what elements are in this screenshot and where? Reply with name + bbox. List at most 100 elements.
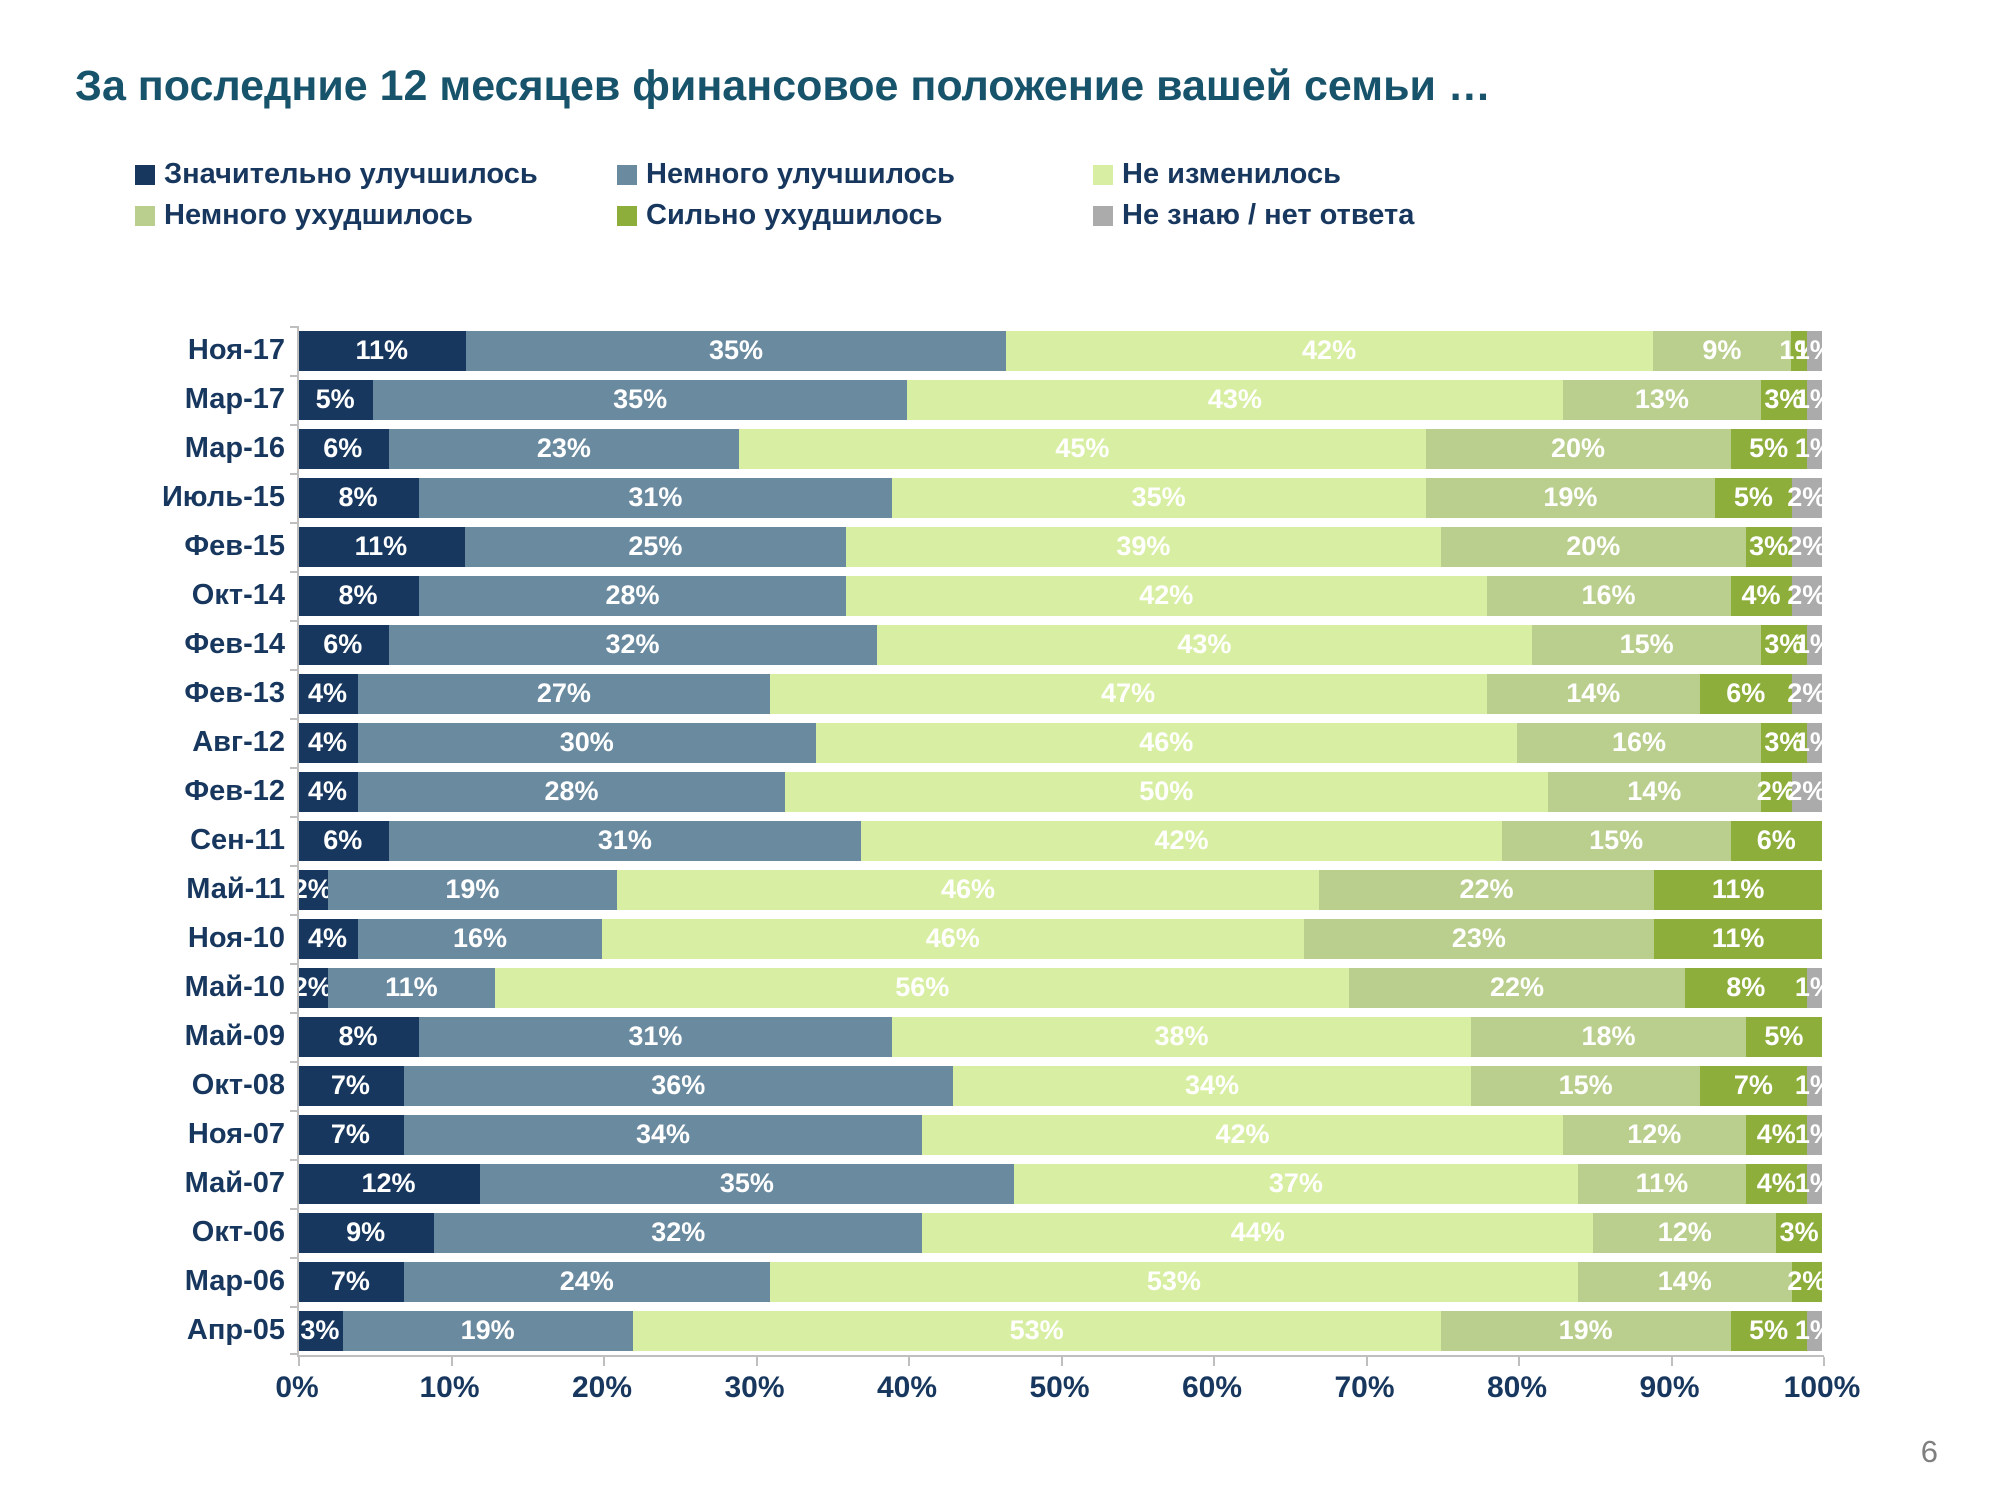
bar-row: Май-07 12% 35% 37% 11% 4%1% [135,1159,1822,1208]
bar-segment-value: 11% [1711,874,1765,904]
legend-label: Значительно улучшилось [164,158,538,190]
bar-segment: 53% [632,1310,1441,1351]
bar-segment: 1% [1795,967,1822,1008]
bar-track: 4% 30% 46% 16% 3%1% [297,718,1822,767]
bar-segment-value: 35% [708,335,764,365]
bar-segment-value: 2% [1756,776,1796,806]
bar-row: Фев-15 11% 25% 39% 20% 3%2% [135,522,1822,571]
bar-segment-value: 36% [651,1070,706,1100]
bar-segment: 7% [297,1261,404,1302]
bar-segment: 1% [1795,1310,1822,1351]
category-label: Фев-15 [184,530,285,562]
category-label: Сен-11 [190,824,285,856]
bar-segment: 8% [297,477,419,518]
bar-segment-value: 3% [1779,1217,1819,1247]
bar-segment: 15% [1501,820,1731,861]
bar-segment-value: 14% [1657,1266,1712,1296]
bar-segment: 12% [1593,1212,1777,1253]
bar-segment-value: 46% [940,874,996,904]
bar-segment-value: 53% [1146,1266,1201,1296]
bar-segment-value: 7% [330,1119,370,1149]
legend-item: Немного улучшилось [617,158,1093,191]
bar-segment: 7% [297,1114,404,1155]
bar-segment: 6% [1730,820,1822,861]
bar-segment: 14% [1486,673,1700,714]
bar-segment: 31% [419,1016,892,1057]
bar-segment: 12% [297,1163,480,1204]
stacked-bar: 3% 19% 53% 19% 5%1% [297,1310,1822,1351]
bar-segment: 5% [1730,1310,1807,1351]
bar-segment: 6% [297,624,389,665]
stacked-bar: 7% 34% 42% 12% 4%1% [297,1114,1822,1155]
bar-segment-value: 12% [1627,1119,1682,1149]
bar-segment: 19% [342,1310,633,1351]
bar-segment: 35% [373,379,907,420]
bar-segment: 7% [1700,1065,1807,1106]
stacked-bar: 2% 19% 46% 22% 11% [297,869,1822,910]
bar-segment-value: 5% [1749,433,1789,463]
bar-segment: 19% [1440,1310,1731,1351]
bar-segment: 4% [1730,575,1792,616]
x-axis-labels: 0% 10% 20% 30% 40% 50% 60% 70% 80% 90% 100% [275,1371,1860,1413]
bar-segment: 7% [297,1065,404,1106]
bar-segment: 11% [1578,1163,1746,1204]
bar-segment: 2% [1787,673,1822,714]
bar-segment: 8% [297,575,419,616]
page-number: 6 [1920,1434,1938,1469]
bar-segment: 2% [1787,1261,1822,1302]
stacked-bar: 5% 35% 43% 13% 3%1% [297,379,1822,420]
bar-segment-value: 1% [1794,1070,1822,1100]
bar-track: 4% 16% 46% 23% 11% [297,914,1822,963]
category-label: Мар-17 [184,383,285,415]
bar-track: 4% 27% 47% 14% 6% 2% [297,669,1822,718]
bar-segment: 16% [1486,575,1731,616]
bar-segment-value: 28% [544,776,599,806]
bar-segment: 4% [297,918,358,959]
bar-segment-value: 3% [1764,727,1804,757]
bar-segment: 53% [769,1261,1578,1302]
bar-segment-value: 1% [1794,1119,1822,1149]
bar-row: Ноя-10 4% 16% 46% 23% 11% [135,914,1822,963]
bar-row: Окт-14 8% 28% 42% 16% 4%2% [135,571,1822,620]
bar-segment-value: 12% [1657,1217,1712,1247]
bar-segment: 56% [495,967,1350,1008]
bar-segment: 14% [1578,1261,1792,1302]
x-tick-label: 60% [1181,1371,1243,1404]
bar-track: 11%35%42%9%1%1% [297,326,1822,375]
bar-segment-value: 15% [1589,825,1644,855]
bar-segment-value: 46% [925,923,980,953]
bar-segment: 2% [1787,771,1822,812]
bar-segment: 27% [358,673,770,714]
bar-segment-value: 5% [1733,482,1773,512]
bar-segment: 16% [358,918,602,959]
legend-item: Не знаю / нет ответа [1093,199,1875,232]
bar-segment-value: 31% [628,482,683,512]
bar-segment-value: 11% [1711,923,1765,953]
x-tick [1060,1357,1063,1366]
legend-swatch [617,164,637,185]
legend-swatch [135,205,155,226]
bar-row: Мар-06 7% 24% 53% 14% 2% [135,1257,1822,1306]
bar-segment-value: 14% [1566,678,1621,708]
stacked-bar-chart: Ноя-17 11% 35% 42% 9% 1% 1% Мар-17 5% 35% 43% 13% 3%… [135,326,1860,1404]
bar-track: 6% 32% 43% 15% 3%1% [297,620,1822,669]
stacked-bar: 4% 30% 46% 16% 3%1% [297,722,1822,763]
bar-segment: 38% [891,1016,1472,1057]
bar-segment: 6% [297,428,389,469]
bar-segment: 5% [1730,428,1807,469]
x-tick [603,1357,605,1366]
bar-segment: 2% [1787,477,1822,518]
legend-swatch [1093,164,1113,185]
x-tick [1823,1357,1825,1366]
bar-row: Мар-16 6% 23% 45% 20% 5%1% [135,424,1822,473]
bar-segment: 39% [846,526,1441,567]
stacked-bar: 11% 25% 39% 20% 3%2% [297,526,1822,567]
bar-segment: 5% [1745,1016,1822,1057]
bar-segment-value: 5% [1749,1315,1789,1345]
bar-track: 5% 35% 43% 13% 3%1% [297,375,1822,424]
bar-segment: 1% [1795,330,1822,371]
category-label: Окт-14 [191,579,285,611]
bar-segment-value: 11% [354,531,408,561]
category-label: Ноя-10 [187,922,285,954]
bar-track: 9% 32% 44% 12% 3% [297,1208,1822,1257]
